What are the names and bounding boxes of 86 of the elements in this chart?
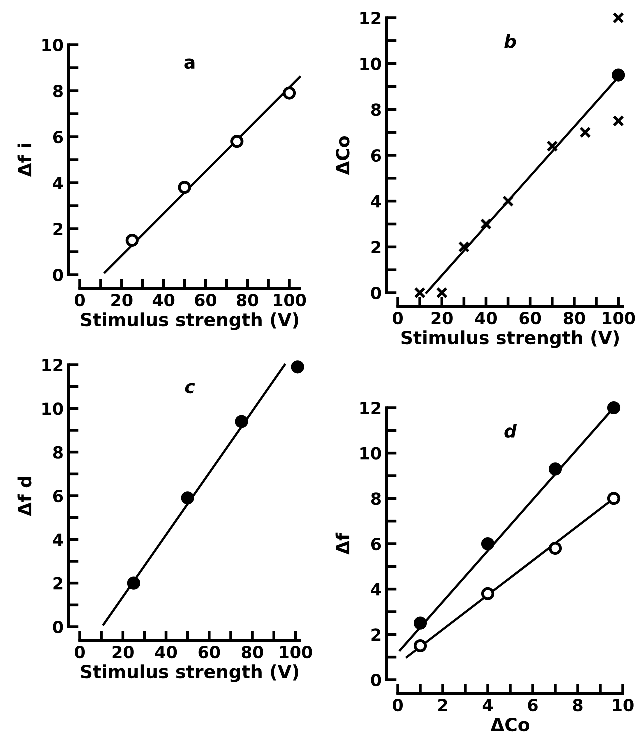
y-tick-label: 2 xyxy=(54,577,63,590)
point xyxy=(178,181,192,194)
y-axis-title: ΔCo xyxy=(336,136,350,176)
point xyxy=(414,639,428,653)
x-tick-label: 20 xyxy=(432,312,453,325)
y-tick-label: 12 xyxy=(360,402,381,414)
x-tick-label: 100 xyxy=(603,312,636,325)
point xyxy=(458,241,470,253)
y-tick-label: 4 xyxy=(371,584,382,596)
y-tick-label: 2 xyxy=(54,222,63,236)
y-axis-title: Δf i xyxy=(18,144,32,178)
x-axis-title: Stimulus strength (V) xyxy=(402,330,620,348)
y-tick-label: 12 xyxy=(360,12,381,24)
y-tick-label: 4 xyxy=(53,177,64,190)
point xyxy=(548,462,562,476)
x-tick-label: 80 xyxy=(242,646,264,659)
y-tick-label: 0 xyxy=(53,620,64,634)
point xyxy=(181,492,194,505)
y-tick-label: 0 xyxy=(371,674,382,687)
y-tick-label: 8 xyxy=(53,84,63,98)
x-tick-label: 80 xyxy=(237,294,258,307)
x-tick-label: 6 xyxy=(528,699,538,712)
y-tick-label: 8 xyxy=(371,104,381,116)
x-tick-label: 60 xyxy=(520,312,542,325)
point xyxy=(607,401,621,415)
y-tick-label: 6 xyxy=(53,490,64,503)
point xyxy=(291,360,304,374)
x-tick-label: 100 xyxy=(274,294,306,307)
y-tick-label: 6 xyxy=(371,149,382,162)
x-tick-label: 100 xyxy=(280,646,312,659)
point xyxy=(282,86,296,100)
point xyxy=(235,415,248,428)
y-tick-label: 10 xyxy=(42,38,64,52)
x-tick-label: 40 xyxy=(155,646,178,659)
y-tick-label: 10 xyxy=(42,402,64,416)
x-tick-label: 40 xyxy=(152,294,175,307)
x-tick-label: 40 xyxy=(475,312,498,325)
x-tick-label: 20 xyxy=(112,646,134,659)
point xyxy=(481,537,495,551)
y-tick-label: 10 xyxy=(360,58,382,70)
x-tick-label: 60 xyxy=(195,294,217,307)
point xyxy=(126,234,139,248)
y-tick-label: 4 xyxy=(53,534,64,546)
x-tick-label: 0 xyxy=(393,699,403,712)
text: c xyxy=(185,383,196,394)
point xyxy=(546,140,558,152)
y-tick-label: 8 xyxy=(371,492,381,506)
y-axis-title: Δf d xyxy=(18,476,32,516)
point xyxy=(480,218,492,230)
x-axis-title: ΔCo xyxy=(490,718,530,732)
x-axis-title: Stimulus strength (V) xyxy=(81,664,299,682)
y-tick-label: 6 xyxy=(371,538,382,551)
x-tick-label: 4 xyxy=(482,699,494,712)
point xyxy=(612,68,626,82)
point xyxy=(612,115,624,127)
point xyxy=(481,587,495,600)
x-tick-label: 80 xyxy=(564,312,586,325)
point xyxy=(580,126,592,138)
x-tick-label: 10 xyxy=(613,699,634,712)
point xyxy=(607,492,621,506)
y-tick-label: 2 xyxy=(372,241,381,254)
y-tick-label: 0 xyxy=(53,268,64,282)
y-tick-label: 8 xyxy=(53,446,63,459)
text: d xyxy=(504,424,518,438)
x-axis-title: Stimulus strength (V) xyxy=(81,312,299,330)
text: a xyxy=(184,58,195,70)
y-tick-label: 2 xyxy=(372,628,381,641)
point xyxy=(230,135,244,148)
point xyxy=(414,616,428,630)
x-tick-label: 8 xyxy=(573,699,583,712)
point xyxy=(502,196,514,208)
y-tick-label: 12 xyxy=(42,358,63,372)
x-tick-label: 60 xyxy=(198,646,220,659)
text: b xyxy=(504,34,516,48)
y-axis-title: Δf xyxy=(336,532,350,555)
x-tick-label: 0 xyxy=(393,312,403,325)
y-tick-label: 4 xyxy=(371,196,382,208)
y-tick-label: 10 xyxy=(360,447,382,460)
x-tick-label: 2 xyxy=(438,699,448,712)
point xyxy=(127,576,140,590)
point xyxy=(612,12,624,24)
y-tick-label: 6 xyxy=(53,130,64,144)
x-tick-label: 20 xyxy=(112,294,133,307)
point xyxy=(548,542,562,556)
x-tick-label: 0 xyxy=(75,294,85,307)
x-tick-label: 0 xyxy=(75,646,85,659)
